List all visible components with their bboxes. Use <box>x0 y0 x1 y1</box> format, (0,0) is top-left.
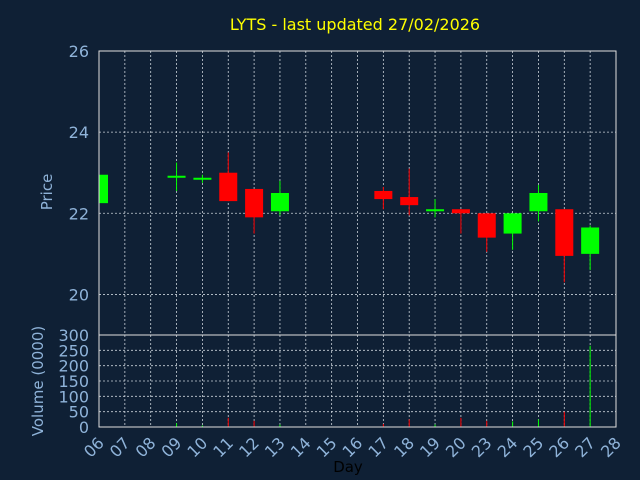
candle-body <box>374 190 393 200</box>
price-y-tick-label: 20 <box>69 285 89 304</box>
candle-body <box>451 209 470 214</box>
candle-body <box>529 193 548 212</box>
volume-y-tick-label: 250 <box>58 341 89 360</box>
price-y-tick-label: 24 <box>69 123 89 142</box>
chart-title: LYTS - last updated 27/02/2026 <box>230 15 480 34</box>
volume-y-tick-label: 50 <box>69 403 89 422</box>
price-axis-label: Price <box>38 174 56 211</box>
candles <box>98 152 600 283</box>
candle-body <box>219 172 238 202</box>
x-axis-label: Day <box>333 458 363 476</box>
candle-body <box>555 209 574 256</box>
volume-plot-frame <box>98 334 617 428</box>
price-y-tick-label: 22 <box>69 204 89 223</box>
volume-y-tick-label: 200 <box>58 357 89 376</box>
volume-bars <box>98 345 591 427</box>
candle-body <box>245 188 264 218</box>
candle-body <box>503 213 522 234</box>
volume-y-tick-label: 100 <box>58 387 89 406</box>
candle-body <box>99 174 108 204</box>
price-y-tick-labels: 20 22 24 26 <box>69 42 89 304</box>
candle-body <box>426 209 445 212</box>
candle-body <box>400 197 419 206</box>
volume-axis-label: Volume (0000) <box>29 326 47 436</box>
price-y-tick-label: 26 <box>69 42 89 61</box>
candle-body <box>581 227 600 254</box>
volume-y-tick-label: 300 <box>58 326 89 345</box>
volume-y-tick-label: 0 <box>79 418 89 437</box>
volume-y-tick-label: 150 <box>58 372 89 391</box>
candle-body <box>270 193 289 212</box>
candle-body <box>477 213 496 238</box>
price-panel: 20 22 24 26 Price <box>38 42 617 336</box>
